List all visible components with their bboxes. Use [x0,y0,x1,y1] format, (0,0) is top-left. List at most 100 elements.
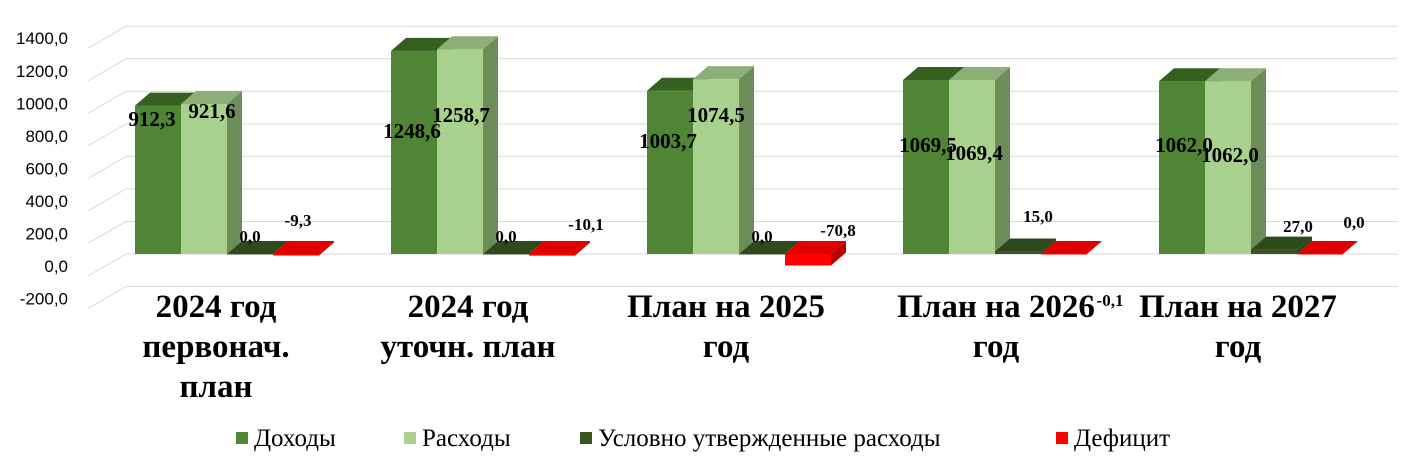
bar [739,241,800,255]
legend-item: Дефицит [1056,425,1170,452]
bar [1297,241,1358,255]
bar-front [903,79,949,255]
bar-side [995,67,1010,254]
bar-top [739,241,800,254]
bar-top [135,92,196,106]
gridline-slant [87,25,127,49]
legend-label: Условно утвержденные расходы [598,425,941,452]
data-label: -10,1 [568,215,603,234]
category-label: год [973,329,1020,365]
bar [785,241,846,266]
bar-front [273,254,319,256]
bar-side [575,241,590,256]
bar-front [135,105,181,254]
category-label: 2024 год [408,289,529,325]
bar-top [1041,241,1102,254]
bar-top [1205,68,1266,82]
bar-front [1205,81,1251,254]
data-label: -9,3 [285,211,312,230]
data-label: 1069,4 [945,141,1003,165]
y-tick-label: 1000,0 [16,94,68,113]
category-label: год [703,329,750,365]
bar-side [1251,68,1266,254]
bar-side [739,66,754,254]
data-label: -0,1 [1097,291,1124,310]
bar-top [437,36,498,50]
gridline-slant [87,123,127,147]
bar-top [693,66,754,80]
bar-top [181,91,242,105]
bar-front [949,80,995,254]
gridline-slant [87,90,127,114]
bar-front [181,104,227,254]
bar-front [437,49,483,255]
bar-top [529,241,590,254]
category-labels: 2024 год первонач. план 2024 год уточн. план… [142,289,1336,405]
legend: Доходы Расходы Условно утвержденные расход… [236,425,1170,452]
bar-front [483,254,529,255]
bar [693,66,754,254]
data-label: 0,0 [751,227,772,246]
gridline-slant [87,286,127,309]
legend-label: Доходы [254,425,336,452]
category-label: 2024 год [156,289,277,325]
bar-top [227,241,288,254]
gridline-slant [87,253,127,277]
bar-side [227,91,242,254]
category-label: уточн. план [380,329,555,365]
legend-swatch [236,432,248,444]
gridline-slant [87,188,127,212]
bar-front [693,79,739,254]
data-label: 1248,6 [383,119,441,143]
bar-front [995,251,1041,254]
gridline-slant [87,58,127,82]
category-label: План на 2027 [1139,289,1337,325]
legend-swatch [404,432,416,444]
bar-top [1297,241,1358,254]
data-labels: 912,3 1248,6 1003,7 1069,5 1062,0 921,6 1258,7… [128,99,1364,310]
bars [135,36,1358,266]
y-tick-label: 200,0 [25,224,68,243]
bar-front [391,50,437,254]
bar-front [1251,249,1297,254]
bar-top [1251,236,1312,250]
bar-top [647,77,708,91]
category-label: первонач. [142,329,289,365]
bar [1041,241,1102,255]
legend-item: Условно утвержденные расходы [580,425,941,452]
bar-top [995,238,1056,252]
data-label: 1258,7 [432,103,490,127]
bar-front [529,254,575,256]
bar-top [949,67,1010,81]
y-tick-label: -200,0 [20,290,68,309]
bar-front [647,90,693,254]
legend-item: Расходы [404,425,511,452]
data-label: 912,3 [128,107,175,131]
bar-front [739,254,785,255]
bar-top [483,241,544,254]
bar-side [319,241,334,256]
data-label: 0,0 [495,227,516,246]
bar [1251,236,1312,254]
data-label: 1074,5 [687,103,745,127]
data-label: -70,8 [820,221,855,240]
bar [483,241,544,255]
data-label: 15,0 [1023,207,1053,226]
bar [227,241,288,255]
bar-side [1041,238,1056,254]
data-label: 0,0 [1343,213,1364,232]
bar [181,91,242,254]
legend-item: Доходы [236,425,336,452]
category-label: План на 2026 [897,289,1095,325]
legend-swatch [580,432,592,444]
bar [529,241,590,256]
y-tick-label: 600,0 [25,159,68,178]
data-label: 0,0 [239,227,260,246]
y-axis-tick-labels: -200,0 0,0 200,0 400,0 600,0 800,0 1000,0 1200,… [16,29,68,308]
y-tick-label: 0,0 [44,257,68,276]
bar-front [1297,254,1343,255]
category-label: год [1215,329,1262,365]
legend-label: Расходы [422,425,511,452]
data-label: 1062,0 [1201,143,1259,167]
bar [995,238,1056,254]
